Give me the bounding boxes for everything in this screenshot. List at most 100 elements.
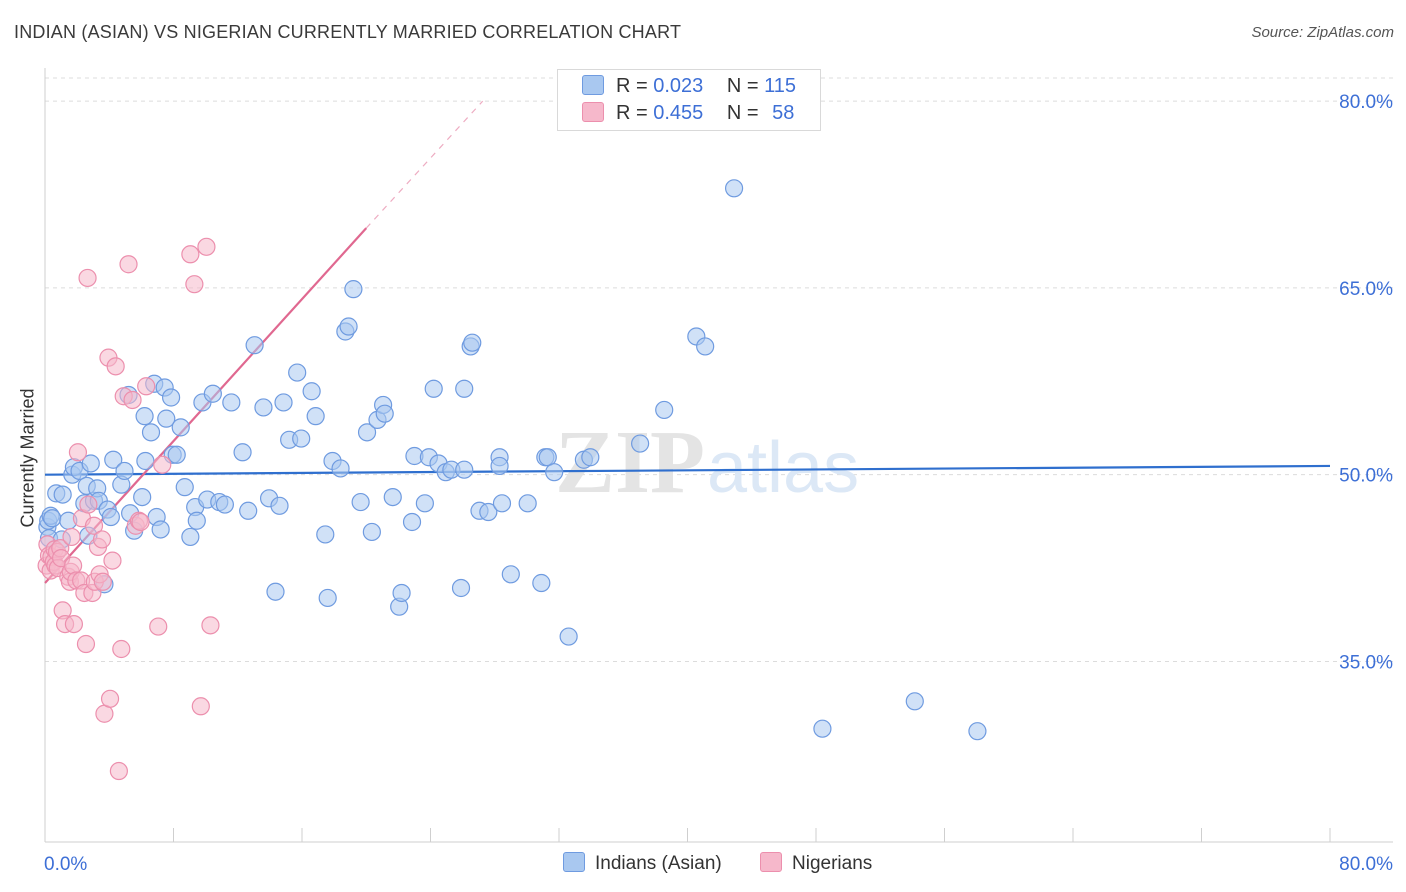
data-points xyxy=(37,179,987,781)
y-tick-label: 50.0% xyxy=(1339,466,1393,487)
n-label: N = xyxy=(726,75,759,97)
point-indians xyxy=(424,379,443,398)
point-indians xyxy=(501,565,520,584)
trend-line-nigerians-extension xyxy=(365,100,484,229)
point-indians xyxy=(133,487,152,507)
point-indians xyxy=(696,337,715,356)
point-nigerians xyxy=(93,572,112,591)
point-nigerians xyxy=(64,556,83,575)
point-indians xyxy=(115,461,134,481)
point-nigerians xyxy=(197,237,216,256)
axes xyxy=(44,68,1393,843)
point-indians xyxy=(357,423,377,442)
point-indians xyxy=(239,501,258,520)
point-indians xyxy=(274,393,293,412)
point-indians xyxy=(455,460,474,479)
point-indians xyxy=(331,459,350,478)
point-indians xyxy=(362,522,381,542)
point-indians xyxy=(655,400,674,420)
point-indians xyxy=(306,407,325,426)
point-indians xyxy=(175,478,194,497)
gridlines xyxy=(45,77,1393,662)
point-indians xyxy=(161,388,181,407)
point-nigerians xyxy=(137,377,156,396)
point-indians xyxy=(492,494,512,513)
point-nigerians xyxy=(112,639,131,659)
point-indians xyxy=(171,418,190,437)
n-value-nigerians: 58 xyxy=(772,102,795,124)
point-indians xyxy=(270,496,289,515)
y-tick-label: 65.0% xyxy=(1339,279,1393,300)
point-indians xyxy=(81,454,100,473)
point-indians xyxy=(136,451,155,471)
point-indians xyxy=(581,448,600,467)
point-indians xyxy=(254,398,273,417)
point-nigerians xyxy=(64,614,84,634)
y-tick-label: 80.0% xyxy=(1339,92,1393,113)
point-indians xyxy=(905,692,924,711)
point-nigerians xyxy=(153,455,172,474)
point-indians xyxy=(288,363,307,382)
r-label: R = xyxy=(616,102,648,124)
point-indians xyxy=(266,582,285,601)
point-indians xyxy=(402,512,422,532)
point-nigerians xyxy=(68,443,88,462)
point-indians xyxy=(490,456,509,476)
point-nigerians xyxy=(131,512,150,532)
series-legend-nigerians[interactable]: Nigerians xyxy=(760,852,872,875)
series-legend-label: Indians (Asian) xyxy=(595,853,722,874)
point-indians xyxy=(157,409,176,428)
point-indians xyxy=(53,485,72,504)
point-nigerians xyxy=(79,495,98,514)
stats-legend: R = 0.023 N = 115 R = 0.455 N = 58 xyxy=(557,69,821,131)
chart-source: Source: ZipAtlas.com xyxy=(1251,24,1394,41)
point-indians xyxy=(479,502,498,522)
point-indians xyxy=(518,494,537,513)
swatch-indians xyxy=(563,852,585,872)
point-indians xyxy=(181,527,200,547)
point-indians xyxy=(101,507,120,527)
point-indians xyxy=(463,333,482,352)
y-tick-label: 35.0% xyxy=(1339,652,1393,673)
point-nigerians xyxy=(201,616,220,635)
point-indians xyxy=(203,384,222,403)
point-indians xyxy=(43,509,62,528)
x-tick-label-max: 80.0% xyxy=(1339,854,1393,875)
point-indians xyxy=(455,379,474,398)
watermark-atlas: atlas xyxy=(707,428,859,508)
point-indians xyxy=(187,511,206,530)
swatch-nigerians xyxy=(582,102,604,122)
point-indians xyxy=(631,434,650,453)
point-indians xyxy=(545,463,564,482)
point-nigerians xyxy=(76,634,96,654)
point-nigerians xyxy=(191,697,210,716)
swatch-indians xyxy=(582,75,604,95)
point-indians xyxy=(383,487,402,507)
series-legend-indians[interactable]: Indians (Asian) xyxy=(563,852,722,875)
trend-line-indians xyxy=(44,464,1331,476)
point-indians xyxy=(141,423,161,442)
point-nigerians xyxy=(92,530,112,549)
point-nigerians xyxy=(149,617,168,636)
r-label: R = xyxy=(616,75,648,97)
point-indians xyxy=(375,404,394,423)
point-indians xyxy=(344,280,363,299)
point-indians xyxy=(392,583,411,603)
point-nigerians xyxy=(123,390,142,410)
point-indians xyxy=(339,317,358,336)
point-indians xyxy=(151,520,170,539)
point-indians xyxy=(135,407,154,426)
point-nigerians xyxy=(103,551,122,570)
point-nigerians xyxy=(119,255,138,274)
point-indians xyxy=(559,627,578,646)
chart-title: INDIAN (ASIAN) VS NIGERIAN CURRENTLY MAR… xyxy=(14,22,682,42)
point-indians xyxy=(351,492,370,512)
point-indians xyxy=(233,443,252,462)
point-indians xyxy=(292,429,311,448)
point-nigerians xyxy=(84,516,104,535)
y-tick-labels: 35.0% 50.0% 65.0% 80.0% xyxy=(1339,92,1393,673)
point-indians xyxy=(532,573,551,593)
r-value-nigerians: 0.455 xyxy=(653,102,704,124)
point-indians xyxy=(167,445,186,464)
